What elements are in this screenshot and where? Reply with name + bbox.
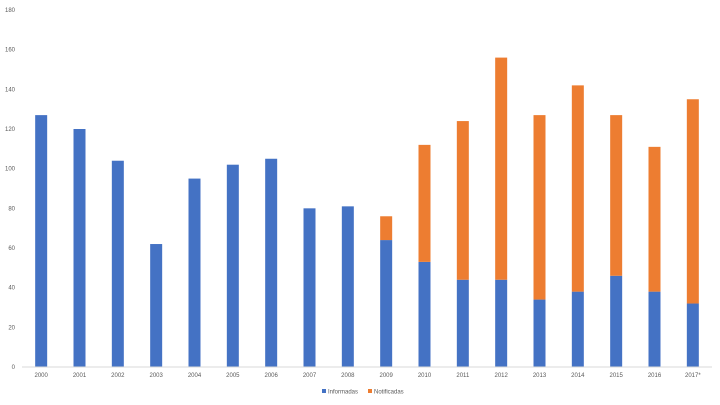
y-tick-label: 140 bbox=[5, 87, 16, 93]
bar-notificadas bbox=[610, 115, 623, 276]
x-tick-label: 2016 bbox=[648, 373, 662, 379]
x-tick-label: 2011 bbox=[456, 373, 470, 379]
bar-informadas bbox=[35, 115, 48, 368]
bar-informadas bbox=[418, 261, 431, 367]
bar-informadas bbox=[380, 240, 393, 367]
bar-notificadas bbox=[456, 121, 469, 280]
x-axis: 2000 2001 2002 2003 2004 2005 2006 2007 2008 2009… bbox=[34, 373, 701, 379]
y-tick-label: 60 bbox=[8, 246, 15, 252]
x-tick-label: 2008 bbox=[341, 373, 355, 379]
bar-notificadas bbox=[418, 144, 431, 262]
x-tick-label: 2014 bbox=[571, 373, 585, 379]
x-tick-label: 2006 bbox=[264, 373, 278, 379]
y-tick-label: 100 bbox=[5, 167, 16, 173]
bars-layer bbox=[35, 57, 699, 368]
bar-notificadas bbox=[686, 99, 699, 304]
legend-label-notificadas: Notificadas bbox=[374, 390, 404, 396]
x-tick-label: 2015 bbox=[609, 373, 623, 379]
x-tick-label: 2017* bbox=[685, 373, 701, 379]
bar-informadas bbox=[571, 291, 584, 367]
x-tick-label: 2002 bbox=[111, 373, 125, 379]
y-tick-label: 80 bbox=[8, 206, 15, 212]
bar-informadas bbox=[495, 279, 508, 367]
bar-informadas bbox=[686, 303, 699, 367]
x-tick-label: 2001 bbox=[73, 373, 87, 379]
y-tick-label: 180 bbox=[5, 8, 16, 14]
legend-swatch-notificadas bbox=[368, 389, 372, 393]
y-tick-label: 40 bbox=[8, 286, 15, 292]
x-tick-label: 2012 bbox=[494, 373, 508, 379]
x-tick-label: 2004 bbox=[188, 373, 202, 379]
x-tick-label: 2007 bbox=[303, 373, 317, 379]
y-tick-label: 0 bbox=[12, 365, 16, 371]
bar-informadas bbox=[303, 208, 316, 367]
x-tick-label: 2003 bbox=[149, 373, 163, 379]
x-tick-label: 2009 bbox=[379, 373, 393, 379]
bar-informadas bbox=[188, 178, 201, 367]
y-axis: 0 20 40 60 80 100 120 140 160 180 bbox=[5, 8, 16, 371]
legend: Informadas Notificadas bbox=[322, 389, 404, 396]
y-tick-label: 160 bbox=[5, 48, 16, 54]
x-tick-label: 2005 bbox=[226, 373, 240, 379]
y-tick-label: 120 bbox=[5, 127, 16, 133]
bar-informadas bbox=[341, 206, 354, 367]
bar-informadas bbox=[648, 291, 661, 367]
x-tick-label: 2010 bbox=[418, 373, 432, 379]
bar-informadas bbox=[610, 275, 623, 367]
bar-notificadas bbox=[571, 85, 584, 292]
bar-informadas bbox=[456, 279, 469, 367]
bar-informadas bbox=[226, 164, 239, 367]
bar-notificadas bbox=[533, 115, 546, 300]
bar-informadas bbox=[150, 244, 163, 367]
x-tick-label: 2013 bbox=[533, 373, 547, 379]
bar-notificadas bbox=[495, 57, 508, 280]
legend-label-informadas: Informadas bbox=[328, 390, 358, 396]
y-tick-label: 20 bbox=[8, 325, 15, 331]
x-tick-label: 2000 bbox=[34, 373, 48, 379]
legend-swatch-informadas bbox=[322, 389, 326, 393]
bar-informadas bbox=[533, 299, 546, 367]
bar-informadas bbox=[265, 158, 278, 367]
bar-notificadas bbox=[380, 216, 393, 241]
bar-notificadas bbox=[648, 146, 661, 292]
bar-informadas bbox=[73, 129, 86, 367]
bar-informadas bbox=[111, 160, 124, 367]
